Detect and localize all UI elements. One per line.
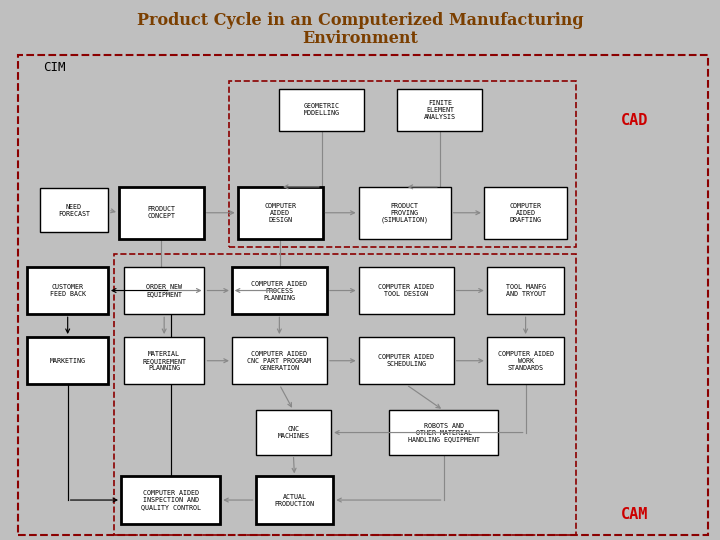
Bar [229,81,576,247]
Text: COMPUTER AIDED
TOOL DESIGN: COMPUTER AIDED TOOL DESIGN [378,284,434,297]
Bar [487,337,564,384]
Bar [359,187,451,239]
Text: ORDER NEW
EQUIPMENT: ORDER NEW EQUIPMENT [146,284,182,297]
Bar [124,337,204,384]
Text: GEOMETRIC
MODELLING: GEOMETRIC MODELLING [304,103,340,116]
Bar [27,267,108,314]
Text: NEED
FORECAST: NEED FORECAST [58,204,90,217]
Text: COMPUTER AIDED
SCHEDULING: COMPUTER AIDED SCHEDULING [378,354,434,367]
Text: MATERIAL
REQUIREMENT
PLANNING: MATERIAL REQUIREMENT PLANNING [142,350,186,371]
Text: CNC
MACHINES: CNC MACHINES [277,426,310,439]
Bar [484,187,567,239]
Text: COMPUTER AIDED
PROCESS
PLANNING: COMPUTER AIDED PROCESS PLANNING [251,280,307,301]
Bar [124,267,204,314]
Bar [256,476,333,524]
Bar [232,267,327,314]
Bar [397,89,482,131]
Text: Product Cycle in an Computerized Manufacturing: Product Cycle in an Computerized Manufac… [137,12,583,29]
Bar [359,337,454,384]
Text: FINITE
ELEMENT
ANALYSIS: FINITE ELEMENT ANALYSIS [424,99,456,120]
Bar [238,187,323,239]
Bar [121,476,220,524]
Text: PRODUCT
PROVING
(SIMULATION): PRODUCT PROVING (SIMULATION) [381,202,428,223]
Bar [232,337,327,384]
Text: ACTUAL
PRODUCTION: ACTUAL PRODUCTION [274,494,315,507]
Text: COMPUTER AIDED
CNC PART PROGRAM
GENERATION: COMPUTER AIDED CNC PART PROGRAM GENERATI… [248,350,311,371]
Text: Environment: Environment [302,30,418,48]
Text: PRODUCT
CONCEPT: PRODUCT CONCEPT [148,206,175,219]
Bar [359,267,454,314]
Text: ROBOTS AND
OTHER MATERIAL
HANDLING EQUIPMENT: ROBOTS AND OTHER MATERIAL HANDLING EQUIP… [408,422,480,443]
Text: COMPUTER AIDED
INSPECTION AND
QUALITY CONTROL: COMPUTER AIDED INSPECTION AND QUALITY CO… [140,490,201,510]
Bar [119,187,204,239]
Text: CAD: CAD [621,113,648,129]
Text: CIM: CIM [43,61,66,75]
Text: COMPUTER
AIDED
DRAFTING: COMPUTER AIDED DRAFTING [510,202,541,223]
Bar [40,188,108,232]
Bar [27,337,108,384]
Text: CUSTOMER
FEED BACK: CUSTOMER FEED BACK [50,284,86,297]
Bar [389,410,498,455]
Bar [18,55,708,535]
Bar [487,267,564,314]
Bar [279,89,364,131]
Bar [114,254,576,535]
Text: TOOL MANFG
AND TRYOUT: TOOL MANFG AND TRYOUT [505,284,546,297]
Text: CAM: CAM [621,508,648,523]
Text: COMPUTER
AIDED
DESIGN: COMPUTER AIDED DESIGN [264,202,296,223]
Text: MARKETING: MARKETING [50,357,86,364]
Text: COMPUTER AIDED
WORK
STANDARDS: COMPUTER AIDED WORK STANDARDS [498,350,554,371]
Bar [256,410,331,455]
